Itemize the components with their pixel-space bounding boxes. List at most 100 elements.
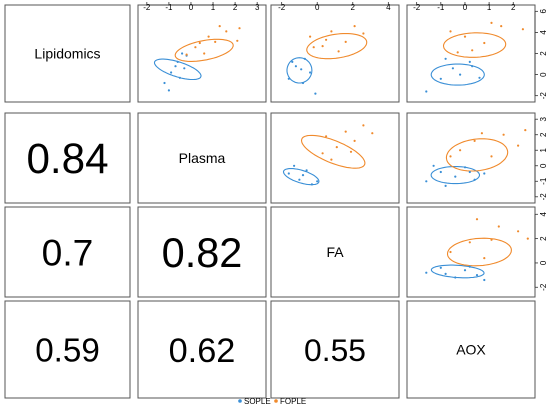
right-tick-label-lipidomics-0: -2 xyxy=(539,92,548,100)
point-fople-lipidomics-vs-aox-7 xyxy=(490,21,493,24)
point-sople-fa-vs-aox-1 xyxy=(439,266,442,269)
point-fople-plasma-vs-fa-6 xyxy=(371,132,374,135)
ellipse-sople-plasma-vs-fa xyxy=(282,167,320,186)
panel-frame-aox-fa xyxy=(270,300,400,399)
point-sople-lipidomics-vs-aox-4 xyxy=(444,57,447,60)
right-tick-label-fa-1: 0 xyxy=(539,260,548,265)
point-sople-plasma-vs-fa-4 xyxy=(293,164,296,167)
point-fople-lipidomics-vs-plasma-2 xyxy=(214,40,217,44)
point-sople-lipidomics-vs-fa-5 xyxy=(301,81,305,85)
variable-label-fa: FA xyxy=(326,244,344,260)
top-tick-label-plasma-2: 0 xyxy=(189,3,194,12)
point-sople-fa-vs-aox-3 xyxy=(463,269,467,272)
point-sople-lipidomics-vs-aox-5 xyxy=(478,76,481,79)
point-sople-lipidomics-vs-fa-6 xyxy=(314,92,317,95)
point-sople-lipidomics-vs-fa-3 xyxy=(309,71,312,74)
panel-frame-aox-lipidomics xyxy=(4,300,131,399)
point-fople-lipidomics-vs-fa-2 xyxy=(330,30,333,33)
point-sople-plasma-vs-fa-6 xyxy=(316,180,319,183)
point-fople-fa-vs-aox-3 xyxy=(497,225,500,228)
top-tick-label-aox-2: 0 xyxy=(463,3,468,12)
point-fople-plasma-vs-fa-8 xyxy=(349,150,353,153)
point-sople-lipidomics-vs-fa-4 xyxy=(291,60,294,64)
ellipse-fople-lipidomics-vs-fa xyxy=(306,32,368,60)
point-fople-plasma-vs-aox-1 xyxy=(473,139,476,142)
point-fople-fa-vs-aox-0 xyxy=(449,250,452,254)
top-tick-label-plasma-0: -2 xyxy=(143,3,151,12)
point-fople-lipidomics-vs-fa-5 xyxy=(325,38,328,41)
scatter-panel-plasma-vs-aox xyxy=(425,129,527,187)
panel-frame-fa-aox xyxy=(406,206,536,298)
top-tick-label-aox-4: 2 xyxy=(511,3,516,12)
ellipse-sople-lipidomics-vs-aox xyxy=(430,63,485,86)
point-fople-plasma-vs-fa-5 xyxy=(330,158,333,161)
right-tick-label-plasma-2: 0 xyxy=(539,163,548,168)
point-fople-lipidomics-vs-plasma-8 xyxy=(198,41,201,45)
point-fople-fa-vs-aox-7 xyxy=(526,237,529,240)
point-sople-lipidomics-vs-plasma-0 xyxy=(163,81,166,85)
correlation-fa-plasma: 0.82 xyxy=(162,229,243,276)
point-sople-fa-vs-aox-7 xyxy=(468,265,471,268)
right-tick-label-lipidomics-2: 2 xyxy=(539,51,548,56)
point-fople-lipidomics-vs-aox-0 xyxy=(449,30,452,33)
point-fople-lipidomics-vs-fa-1 xyxy=(321,45,324,48)
point-fople-plasma-vs-fa-7 xyxy=(325,135,328,138)
point-sople-lipidomics-vs-fa-0 xyxy=(287,77,290,80)
legend-label-sople: SOPLE xyxy=(244,397,271,406)
top-tick-label-fa-2: 2 xyxy=(351,3,356,12)
point-sople-lipidomics-vs-plasma-8 xyxy=(181,52,184,55)
ellipse-fople-lipidomics-vs-aox xyxy=(442,32,507,58)
right-tick-label-plasma-5: 3 xyxy=(539,116,548,121)
point-sople-lipidomics-vs-plasma-5 xyxy=(167,89,170,92)
point-fople-lipidomics-vs-fa-8 xyxy=(312,46,315,49)
right-tick-label-plasma-0: -2 xyxy=(539,193,548,201)
point-fople-plasma-vs-aox-7 xyxy=(449,155,452,158)
scatter-panel-plasma-vs-fa xyxy=(282,124,374,186)
point-sople-plasma-vs-aox-2 xyxy=(454,175,457,178)
scatter-panel-lipidomics-vs-aox xyxy=(425,21,525,93)
point-fople-plasma-vs-fa-2 xyxy=(344,130,347,133)
point-fople-plasma-vs-aox-5 xyxy=(480,132,483,135)
right-tick-label-fa-2: 2 xyxy=(539,236,548,241)
point-fople-plasma-vs-fa-1 xyxy=(335,146,338,149)
point-sople-fa-vs-aox-2 xyxy=(454,276,457,279)
point-sople-plasma-vs-fa-3 xyxy=(310,183,313,186)
correlation-aox-lipidomics: 0.59 xyxy=(35,332,100,369)
point-sople-fa-vs-aox-0 xyxy=(425,271,428,274)
correlation-aox-plasma: 0.62 xyxy=(169,332,236,370)
point-sople-plasma-vs-aox-8 xyxy=(468,170,471,174)
right-tick-label-plasma-3: 1 xyxy=(539,147,548,152)
ellipse-fople-plasma-vs-aox xyxy=(445,138,509,172)
scatter-panel-lipidomics-vs-fa xyxy=(286,25,368,95)
point-fople-lipidomics-vs-fa-7 xyxy=(362,32,365,35)
right-tick-label-plasma-1: -1 xyxy=(539,177,548,185)
point-sople-plasma-vs-fa-0 xyxy=(287,172,290,175)
point-fople-plasma-vs-aox-6 xyxy=(524,129,527,132)
point-sople-lipidomics-vs-aox-2 xyxy=(451,67,454,70)
point-fople-lipidomics-vs-aox-5 xyxy=(471,49,474,52)
point-fople-fa-vs-aox-5 xyxy=(475,218,479,221)
point-fople-lipidomics-vs-aox-6 xyxy=(456,51,459,54)
point-sople-plasma-vs-aox-6 xyxy=(483,172,486,175)
point-sople-lipidomics-vs-fa-7 xyxy=(300,68,303,71)
point-sople-plasma-vs-aox-3 xyxy=(463,166,467,169)
scatter-panel-fa-vs-aox xyxy=(425,218,529,282)
point-sople-lipidomics-vs-aox-6 xyxy=(459,73,462,76)
point-sople-plasma-vs-fa-5 xyxy=(301,174,305,177)
variable-label-plasma: Plasma xyxy=(179,150,226,166)
panel-frame-plasma-fa xyxy=(270,112,400,204)
point-fople-plasma-vs-fa-4 xyxy=(362,124,365,127)
ellipse-sople-lipidomics-vs-plasma xyxy=(153,58,202,81)
top-tick-label-fa-3: 4 xyxy=(386,3,391,12)
point-sople-plasma-vs-aox-5 xyxy=(444,184,447,187)
point-sople-lipidomics-vs-fa-2 xyxy=(303,57,306,60)
point-sople-lipidomics-vs-plasma-4 xyxy=(178,76,181,79)
right-tick-label-fa-0: -2 xyxy=(539,283,548,291)
point-sople-plasma-vs-aox-0 xyxy=(425,180,428,183)
point-sople-lipidomics-vs-aox-0 xyxy=(425,90,428,93)
panel-frame-aox-plasma xyxy=(137,300,267,399)
point-fople-plasma-vs-fa-0 xyxy=(321,152,324,155)
point-fople-plasma-vs-fa-3 xyxy=(353,139,356,142)
point-fople-plasma-vs-aox-3 xyxy=(502,133,505,136)
